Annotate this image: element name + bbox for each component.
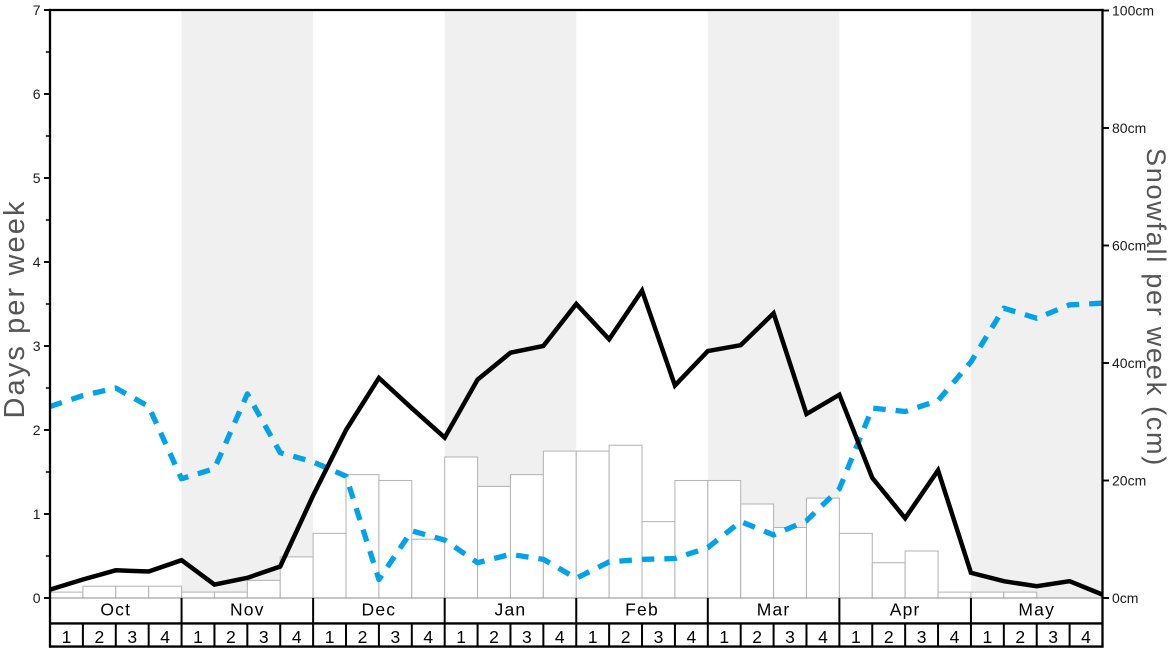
svg-text:1: 1 bbox=[62, 627, 72, 647]
svg-text:2: 2 bbox=[489, 627, 499, 647]
svg-text:1: 1 bbox=[33, 506, 41, 522]
svg-text:1: 1 bbox=[456, 627, 466, 647]
svg-text:1: 1 bbox=[325, 627, 335, 647]
svg-text:20cm: 20cm bbox=[1112, 473, 1146, 489]
svg-text:3: 3 bbox=[522, 627, 532, 647]
svg-text:4: 4 bbox=[818, 627, 828, 647]
svg-text:1: 1 bbox=[983, 627, 993, 647]
svg-text:2: 2 bbox=[33, 422, 41, 438]
svg-text:6: 6 bbox=[33, 86, 41, 102]
svg-text:60cm: 60cm bbox=[1112, 238, 1146, 254]
svg-text:Feb: Feb bbox=[625, 600, 659, 620]
svg-text:4: 4 bbox=[423, 627, 433, 647]
svg-text:4: 4 bbox=[950, 627, 960, 647]
svg-text:80cm: 80cm bbox=[1112, 120, 1146, 136]
svg-text:4: 4 bbox=[160, 627, 170, 647]
svg-text:5: 5 bbox=[33, 170, 41, 186]
svg-text:3: 3 bbox=[390, 627, 400, 647]
svg-text:May: May bbox=[1018, 600, 1055, 620]
svg-text:2: 2 bbox=[752, 627, 762, 647]
svg-text:1: 1 bbox=[851, 627, 861, 647]
svg-text:2: 2 bbox=[94, 627, 104, 647]
svg-text:1: 1 bbox=[588, 627, 598, 647]
svg-text:3: 3 bbox=[785, 627, 795, 647]
svg-text:3: 3 bbox=[917, 627, 927, 647]
svg-text:Snowfall per week (cm): Snowfall per week (cm) bbox=[1141, 148, 1168, 467]
svg-text:2: 2 bbox=[884, 627, 894, 647]
svg-text:4: 4 bbox=[33, 254, 41, 270]
svg-text:7: 7 bbox=[33, 2, 41, 18]
svg-text:40cm: 40cm bbox=[1112, 355, 1146, 371]
svg-text:2: 2 bbox=[1015, 627, 1025, 647]
svg-text:3: 3 bbox=[1048, 627, 1058, 647]
svg-text:0: 0 bbox=[33, 590, 41, 606]
svg-text:2: 2 bbox=[226, 627, 236, 647]
svg-text:Jan: Jan bbox=[495, 600, 527, 620]
svg-text:2: 2 bbox=[621, 627, 631, 647]
svg-text:3: 3 bbox=[33, 338, 41, 354]
svg-text:100cm: 100cm bbox=[1112, 3, 1154, 19]
svg-text:3: 3 bbox=[259, 627, 269, 647]
svg-text:4: 4 bbox=[292, 627, 302, 647]
svg-text:Dec: Dec bbox=[362, 600, 397, 620]
svg-text:0cm: 0cm bbox=[1112, 590, 1138, 606]
svg-text:Days per week: Days per week bbox=[0, 199, 31, 418]
svg-text:1: 1 bbox=[193, 627, 203, 647]
svg-text:Nov: Nov bbox=[230, 600, 265, 620]
svg-text:4: 4 bbox=[555, 627, 565, 647]
svg-text:Mar: Mar bbox=[757, 600, 791, 620]
svg-text:4: 4 bbox=[1081, 627, 1091, 647]
svg-text:3: 3 bbox=[654, 627, 664, 647]
svg-text:Oct: Oct bbox=[100, 600, 131, 620]
svg-text:2: 2 bbox=[358, 627, 368, 647]
svg-text:4: 4 bbox=[687, 627, 697, 647]
svg-text:1: 1 bbox=[719, 627, 729, 647]
svg-text:Apr: Apr bbox=[890, 600, 921, 620]
svg-text:3: 3 bbox=[127, 627, 137, 647]
